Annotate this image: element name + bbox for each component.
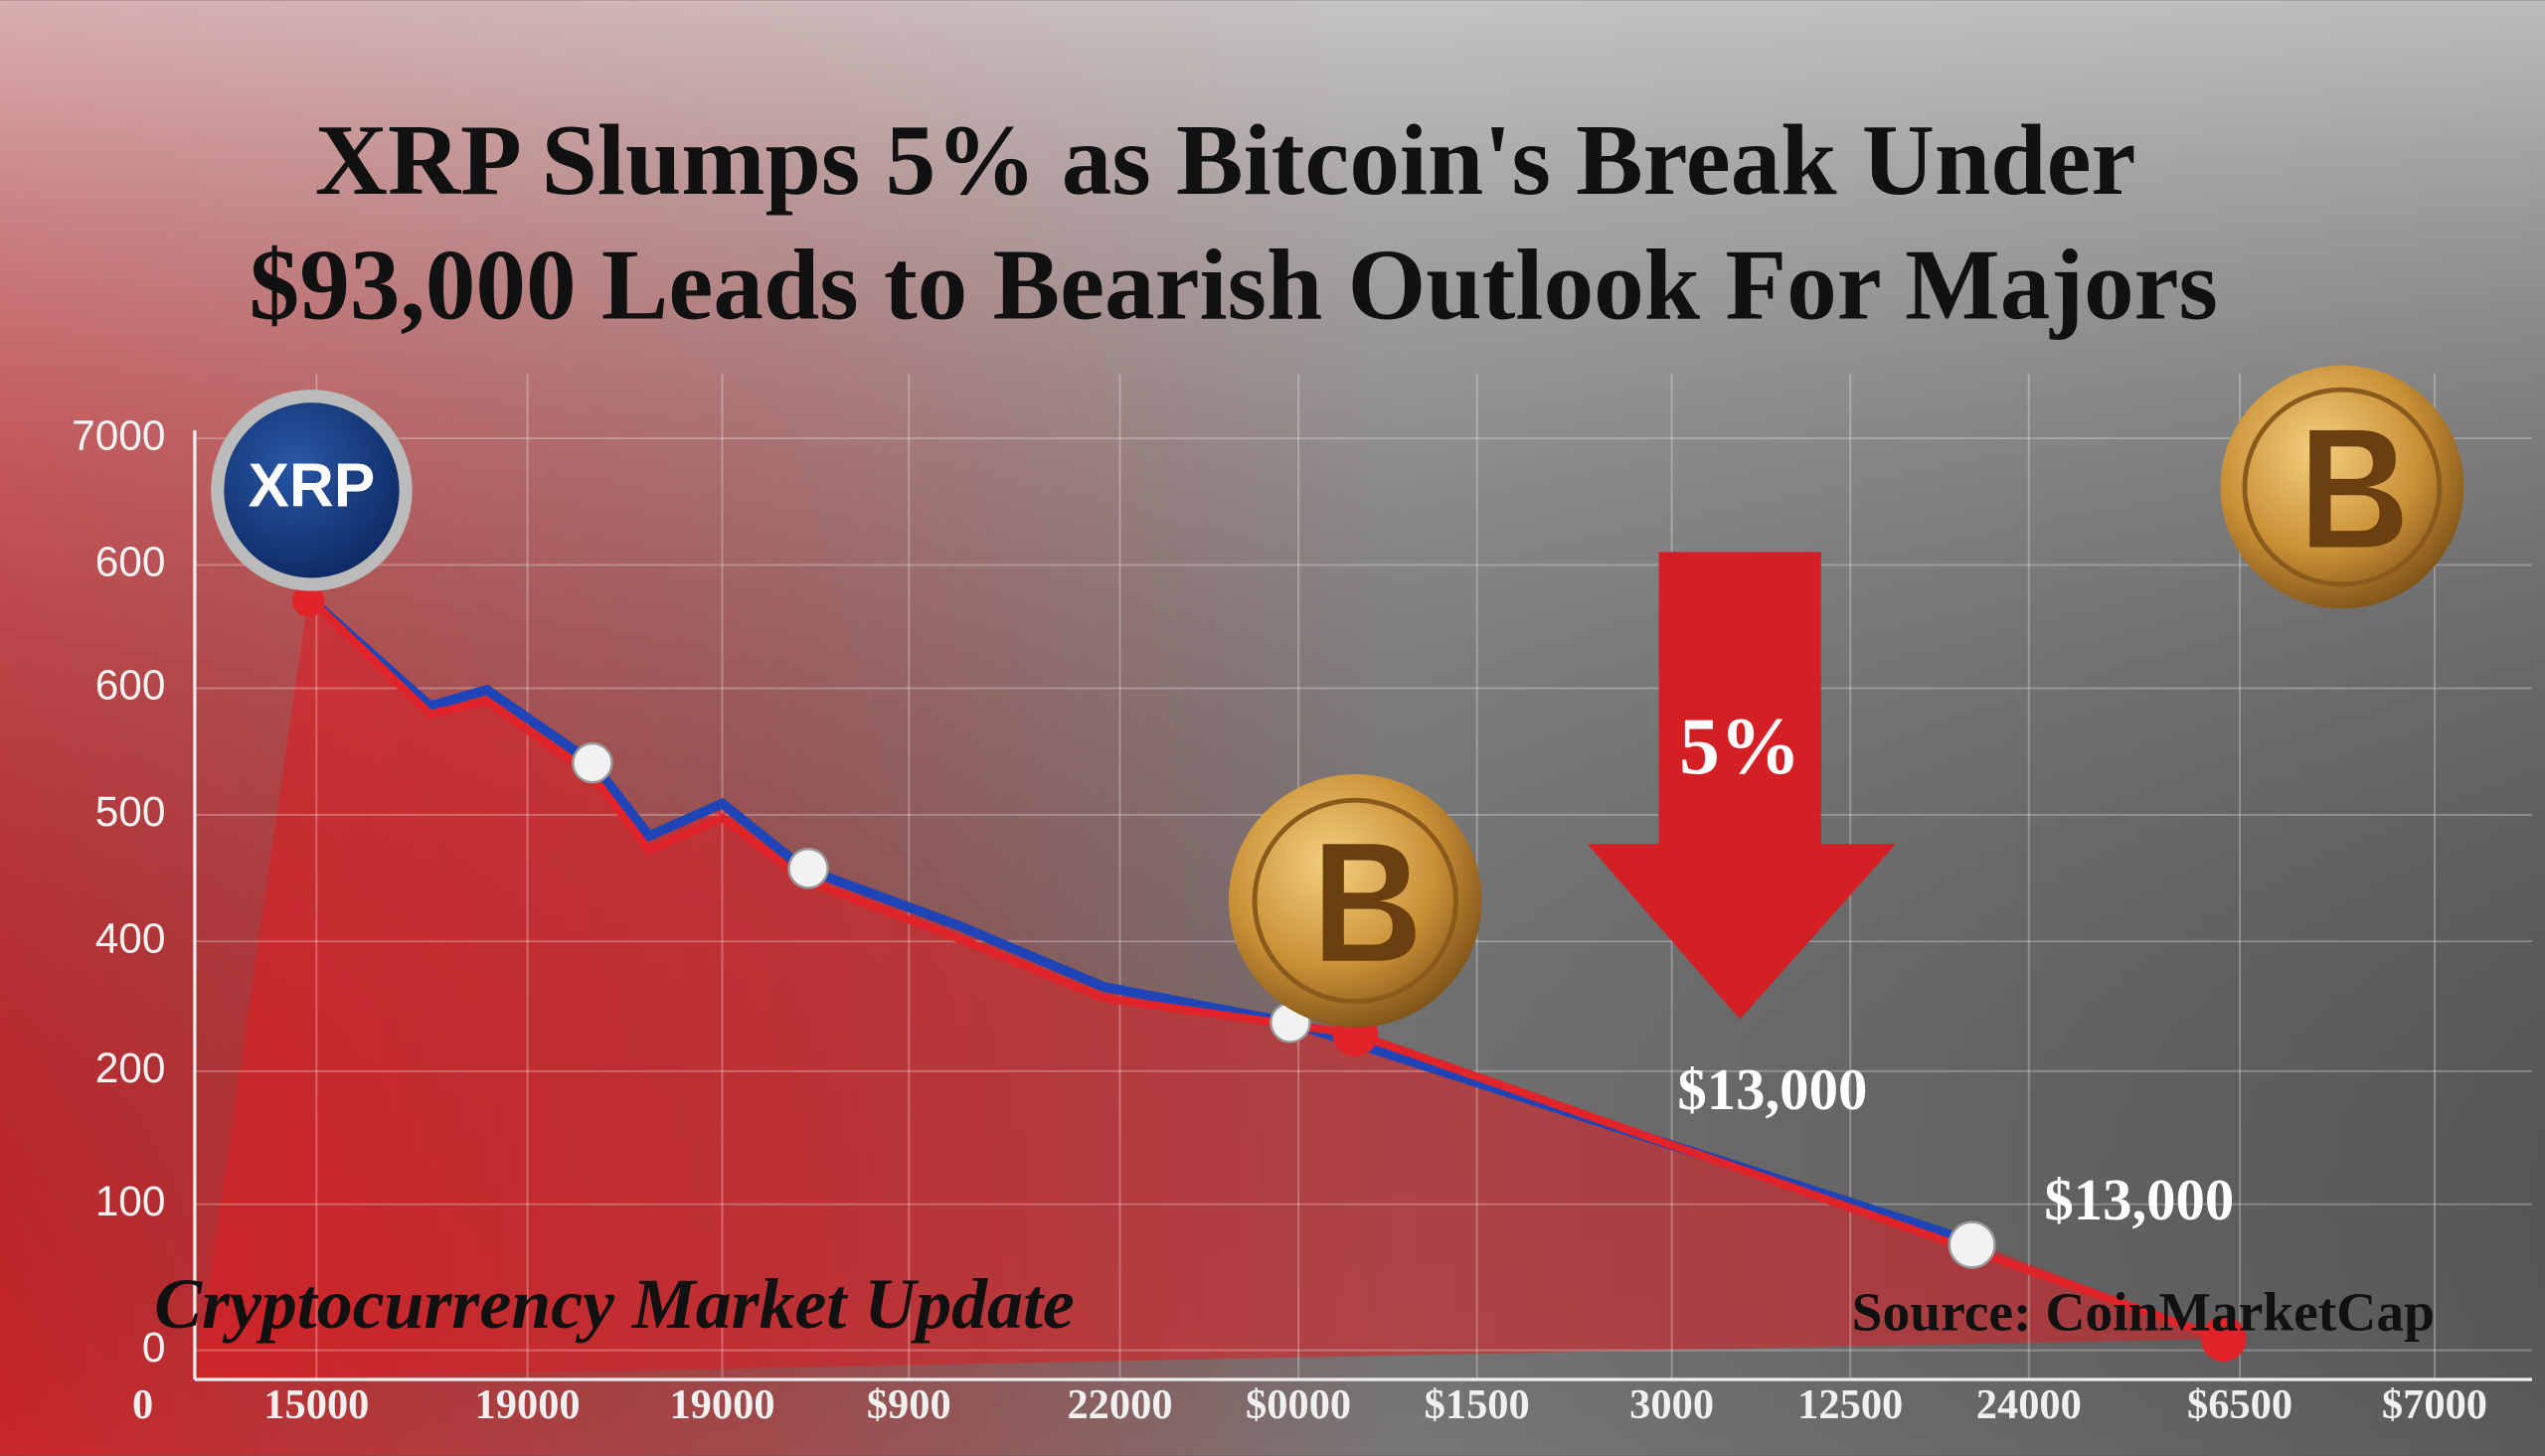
drop-label: 5% (1679, 701, 1800, 791)
blue-line (304, 593, 1974, 1246)
price-label: $13,000 (1677, 1057, 1867, 1122)
red-line (305, 594, 2226, 1344)
x-label: $0000 (1246, 1381, 1351, 1428)
y-label: 600 (95, 662, 166, 709)
y-label: 500 (95, 788, 166, 835)
marker-red (2200, 1316, 2247, 1363)
x-label: $7000 (2382, 1381, 2487, 1428)
bitcoin-coin (1228, 774, 1482, 1028)
x-label: 0 (132, 1381, 153, 1428)
bitcoin-coin (2220, 365, 2464, 609)
y-label: 400 (95, 914, 166, 961)
marker-red (291, 584, 325, 617)
y-label: 600 (95, 539, 166, 585)
y-label: 200 (95, 1045, 166, 1091)
coin-ring (2242, 387, 2443, 587)
title-line: $93,000 Leads to Bearish Outlook For Maj… (250, 230, 2218, 341)
xrp-coin-label: XRP (249, 452, 376, 521)
marker (1948, 1220, 1996, 1269)
coin-symbol (1322, 844, 1416, 961)
price-label: $13,000 (2044, 1168, 2234, 1232)
area-fill (194, 597, 2224, 1380)
y-label: 0 (142, 1324, 166, 1371)
x-label: $900 (867, 1381, 951, 1428)
caption: Cryptocurrency Market Update (154, 1264, 1075, 1344)
x-label: $6500 (2187, 1381, 2292, 1428)
y-label: 100 (95, 1178, 166, 1224)
title-line: XRP Slumps 5% as Bitcoin's Break Under (315, 104, 2136, 216)
down-arrow (1587, 552, 1896, 1020)
coin-symbol (2309, 429, 2403, 548)
x-label: 19000 (475, 1381, 581, 1428)
x-label: 12500 (1797, 1381, 1903, 1428)
marker (572, 741, 613, 784)
source: Source: CoinMarketCap (1852, 1283, 2435, 1344)
x-label: 19000 (669, 1381, 774, 1428)
x-label: 15000 (263, 1381, 369, 1428)
x-label: 22000 (1067, 1381, 1172, 1428)
x-label: $1500 (1425, 1381, 1530, 1428)
coin-ring (1252, 797, 1458, 1005)
x-label: 24000 (1976, 1381, 2082, 1428)
marker (787, 847, 829, 890)
xrp-coin (224, 403, 400, 578)
x-label: 3000 (1629, 1381, 1714, 1428)
y-label: 7000 (72, 411, 165, 458)
